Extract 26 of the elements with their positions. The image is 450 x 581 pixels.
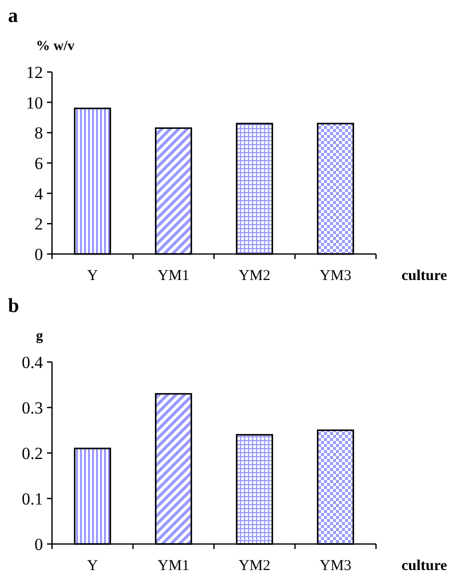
- y-tick-label: 12: [26, 62, 43, 82]
- x-tick-label: YM1: [158, 268, 190, 284]
- y-tick-label: 4: [34, 184, 44, 204]
- x-tick-label: YM2: [238, 558, 270, 574]
- y-tick-label: 2: [34, 214, 43, 234]
- y-tick-label: 0.2: [22, 444, 43, 463]
- x-tick-label: YM2: [238, 268, 270, 284]
- chart-title: b: [8, 295, 20, 317]
- x-tick-label: YM1: [158, 558, 190, 574]
- x-axis-title: culture: [401, 268, 448, 284]
- x-tick-label: Y: [87, 558, 98, 574]
- y-tick-label: 10: [26, 93, 43, 112]
- y-tick-label: 6: [34, 154, 43, 173]
- x-tick-label: YM3: [320, 558, 352, 574]
- x-axis-title: culture: [401, 558, 448, 574]
- y-axis-title: g: [36, 329, 43, 344]
- y-tick-label: 0: [34, 244, 43, 264]
- y-tick-label: 0.4: [22, 352, 44, 372]
- y-axis-title: % w/v: [36, 39, 74, 54]
- chart-title: a: [8, 5, 18, 27]
- y-tick-label: 0: [34, 534, 43, 554]
- y-tick-label: 0.3: [22, 398, 43, 418]
- x-tick-label: YM3: [320, 268, 352, 284]
- y-tick-label: 0.1: [22, 489, 43, 508]
- x-tick-label: Y: [87, 268, 98, 284]
- y-tick-label: 8: [34, 124, 43, 143]
